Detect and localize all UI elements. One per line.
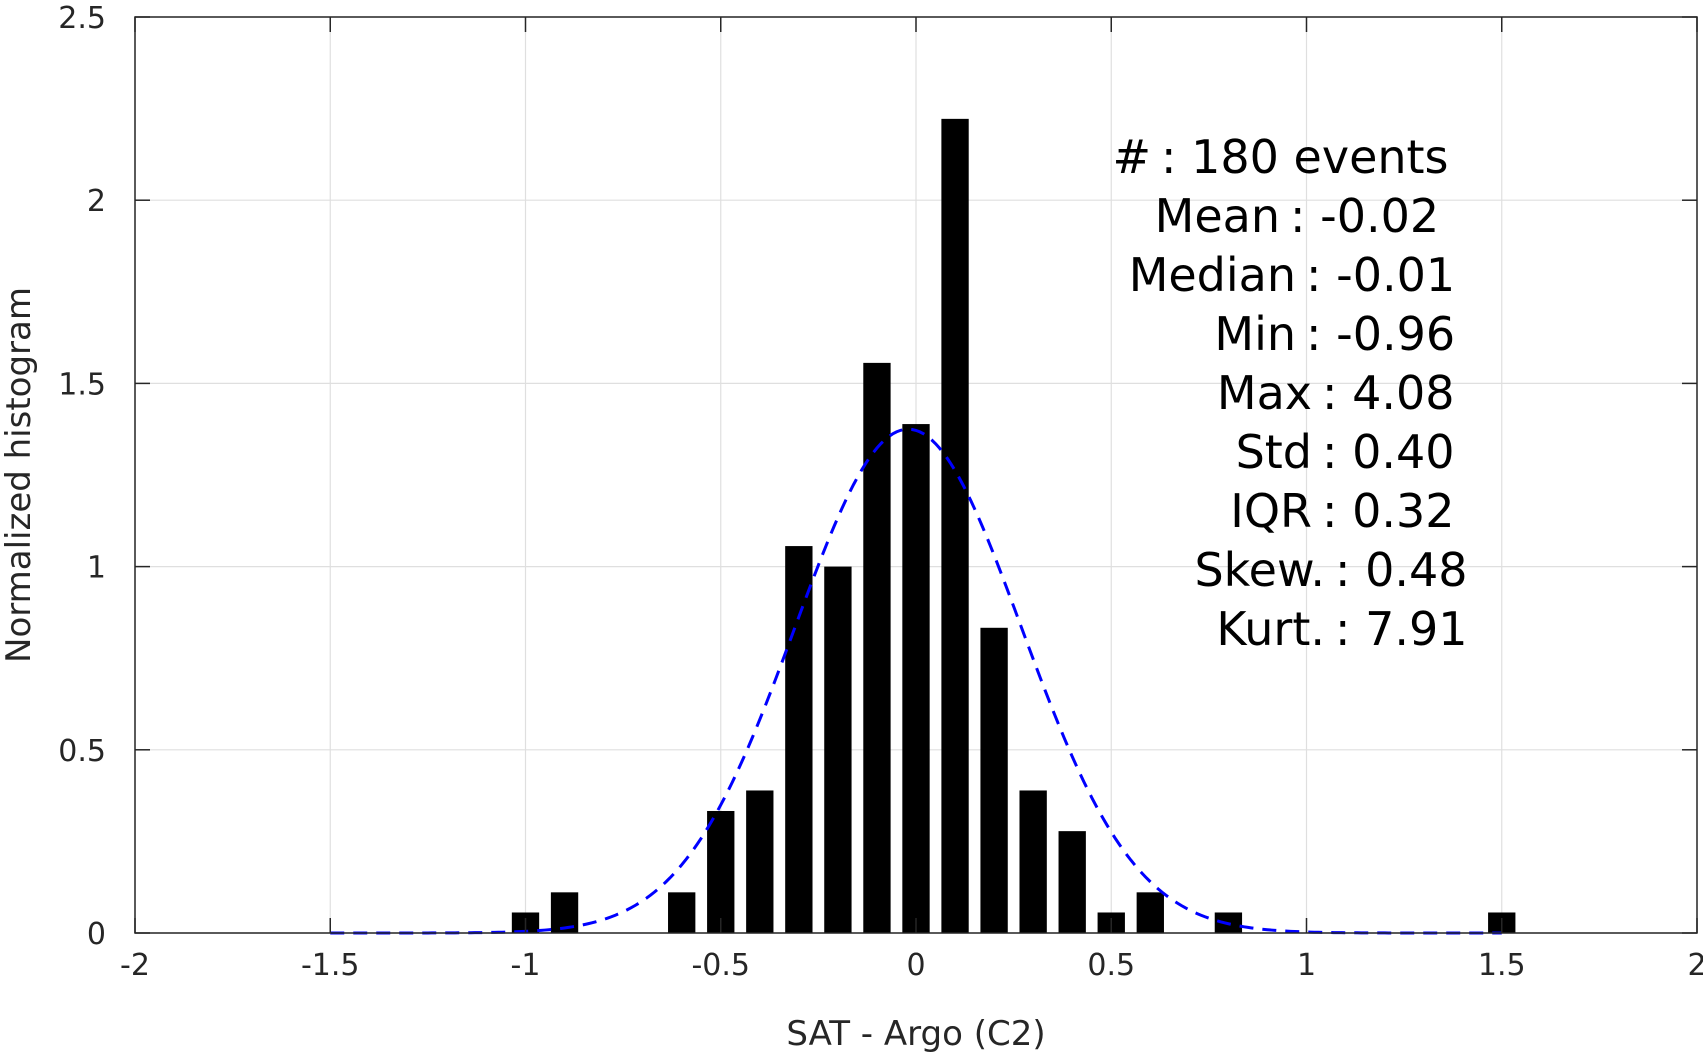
y-tick-label: 1.5 <box>58 367 106 402</box>
stat-value: : -0.96 <box>1306 307 1455 361</box>
x-tick-label: -2 <box>120 948 150 983</box>
stat-label: Std <box>1236 425 1312 479</box>
stat-label: Max <box>1217 366 1312 420</box>
stat-label: Min <box>1214 307 1296 361</box>
axis-ticks <box>134 16 1698 934</box>
histogram-bar <box>1019 790 1047 933</box>
histogram-bar <box>941 118 969 934</box>
histogram-bar <box>746 790 774 933</box>
y-tick-label: 0.5 <box>58 734 106 769</box>
x-tick-labels: -2 -1.5 -1 -0.5 0 0.5 1 1.5 2 <box>120 948 1703 983</box>
x-tick-label: -1 <box>511 948 541 983</box>
histogram-bar <box>824 566 852 933</box>
stat-value: : 0.32 <box>1322 484 1455 538</box>
x-tick-label: 1.5 <box>1478 948 1526 983</box>
stat-label: Kurt. <box>1216 602 1325 656</box>
stat-label: IQR <box>1230 484 1312 538</box>
stat-value: : -0.01 <box>1306 248 1455 302</box>
stat-label: Mean <box>1155 189 1280 243</box>
stat-value: : 180 events <box>1161 130 1449 184</box>
stat-label: Median <box>1129 248 1296 302</box>
stat-value: : 4.08 <box>1322 366 1455 420</box>
y-tick-label: 2 <box>87 184 106 219</box>
histogram-bars <box>511 118 1516 934</box>
stat-value: : 7.91 <box>1335 602 1468 656</box>
y-axis-label: Normalized histogram <box>0 287 39 663</box>
histogram-bar <box>863 362 891 933</box>
stat-value: : 0.48 <box>1335 543 1468 597</box>
histogram-bar <box>668 892 696 933</box>
stat-value: : 0.40 <box>1322 425 1455 479</box>
y-tick-label: 0 <box>87 917 106 952</box>
x-tick-label: 1 <box>1297 948 1316 983</box>
x-axis-label: SAT - Argo (C2) <box>786 1014 1045 1054</box>
x-tick-label: 2 <box>1687 948 1703 983</box>
histogram-bar <box>902 424 930 933</box>
x-tick-label: 0 <box>906 948 925 983</box>
x-tick-label: 0.5 <box>1087 948 1135 983</box>
histogram-bar <box>980 627 1008 933</box>
histogram-bar <box>785 546 813 933</box>
y-tick-label: 2.5 <box>58 1 106 36</box>
x-tick-label: -0.5 <box>691 948 750 983</box>
stat-value: : -0.02 <box>1290 189 1439 243</box>
y-tick-label: 1 <box>87 551 106 586</box>
histogram-bar <box>707 810 735 933</box>
histogram-bar <box>1136 892 1164 933</box>
y-tick-labels: 0 0.5 1 1.5 2 2.5 <box>58 1 106 952</box>
stat-label: # <box>1112 130 1151 184</box>
x-tick-label: -1.5 <box>301 948 360 983</box>
stat-label: Skew. <box>1194 543 1325 597</box>
histogram-bar <box>1058 831 1086 933</box>
